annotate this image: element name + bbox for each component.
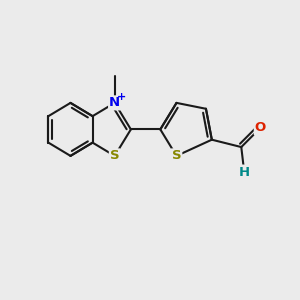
Text: N: N bbox=[109, 96, 120, 110]
Text: S: S bbox=[110, 149, 119, 162]
Text: H: H bbox=[239, 166, 250, 178]
Text: S: S bbox=[172, 149, 181, 162]
Text: O: O bbox=[255, 122, 266, 134]
Text: +: + bbox=[116, 92, 126, 102]
